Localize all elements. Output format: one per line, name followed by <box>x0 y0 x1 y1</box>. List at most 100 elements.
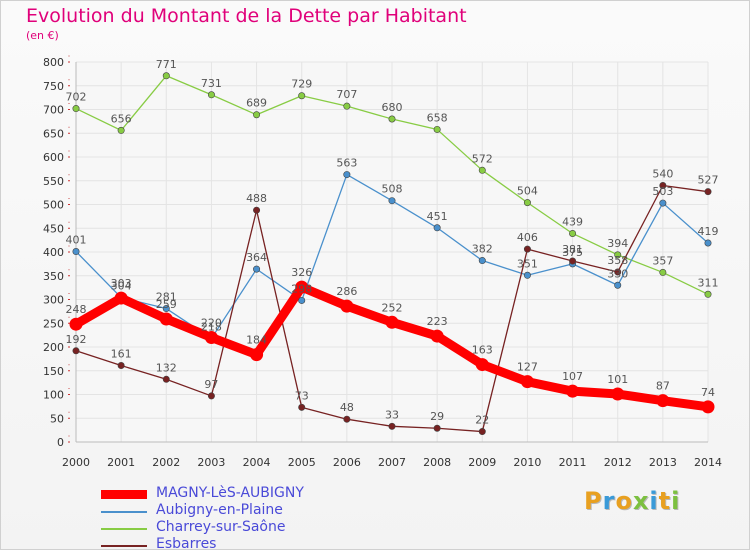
legend-label: MAGNY-LèS-AUBIGNY <box>156 485 304 501</box>
y-tick-label: 200 <box>43 341 64 354</box>
x-tick-label: 2013 <box>649 456 677 469</box>
y-tick-label: 400 <box>43 246 64 259</box>
data-label: 48 <box>340 401 354 414</box>
data-label: 252 <box>382 301 403 314</box>
data-label: 184 <box>246 334 267 347</box>
y-tick-label: 0 <box>57 436 64 449</box>
data-point <box>704 290 712 298</box>
data-point <box>659 199 667 207</box>
x-tick-label: 2010 <box>513 456 541 469</box>
data-point <box>69 317 83 331</box>
data-point <box>343 171 351 179</box>
data-label: 656 <box>111 112 132 125</box>
data-point <box>433 125 441 133</box>
x-tick-label: 2008 <box>423 456 451 469</box>
data-label: 357 <box>652 254 673 267</box>
data-point <box>207 91 215 99</box>
data-point <box>430 329 444 343</box>
data-label: 304 <box>111 280 132 293</box>
x-tick-label: 2009 <box>468 456 496 469</box>
y-tick-label: 350 <box>43 270 64 283</box>
chart-title: Evolution du Montant de la Dette par Hab… <box>26 5 467 27</box>
data-label: 223 <box>427 315 448 328</box>
data-point <box>614 251 622 259</box>
y-tick-label: 750 <box>43 80 64 93</box>
y-tick-label: 450 <box>43 222 64 235</box>
series-markers <box>69 72 715 436</box>
data-point <box>343 415 351 423</box>
data-label: 771 <box>156 58 177 71</box>
data-point <box>114 291 128 305</box>
data-point <box>162 72 170 80</box>
data-label: 503 <box>652 185 673 198</box>
data-label: 87 <box>656 380 670 393</box>
data-label: 731 <box>201 77 222 90</box>
data-point <box>204 331 218 344</box>
data-point <box>388 422 396 430</box>
data-point <box>207 392 215 400</box>
data-label: 33 <box>385 408 399 421</box>
data-label: 326 <box>291 266 312 279</box>
data-point <box>343 102 351 110</box>
data-point <box>72 248 80 256</box>
legend-swatch <box>101 545 147 547</box>
brand-logo-letter: t <box>658 487 672 515</box>
x-tick-label: 2002 <box>152 456 180 469</box>
data-point <box>566 384 580 398</box>
y-tick-label: 650 <box>43 127 64 140</box>
legend-swatch <box>101 528 147 530</box>
data-label: 298 <box>291 282 312 295</box>
data-point <box>117 362 125 370</box>
y-tick-label: 800 <box>43 56 64 69</box>
data-label: 161 <box>111 348 132 361</box>
data-label: 439 <box>562 215 583 228</box>
data-point <box>475 358 489 372</box>
data-label: 248 <box>66 303 87 316</box>
data-point <box>478 257 486 265</box>
data-label: 375 <box>562 246 583 259</box>
data-point <box>611 387 625 401</box>
data-point <box>569 229 577 237</box>
data-point <box>614 281 622 289</box>
data-point <box>253 265 261 273</box>
data-label: 419 <box>698 225 719 238</box>
y-tick-label: 150 <box>43 365 64 378</box>
x-tick-label: 2004 <box>243 456 271 469</box>
data-label: 107 <box>562 370 583 383</box>
data-label: 281 <box>156 291 177 304</box>
brand-logo: Proxiti <box>584 487 680 515</box>
data-point <box>520 375 534 389</box>
data-point <box>433 424 441 432</box>
data-point <box>159 312 173 326</box>
data-label: 163 <box>472 344 493 357</box>
data-label: 381 <box>562 243 583 256</box>
data-label: 192 <box>66 333 87 346</box>
brand-logo-letter: x <box>632 487 650 515</box>
data-point <box>704 188 712 196</box>
legend-swatch <box>101 511 147 513</box>
data-label: 311 <box>698 276 719 289</box>
brand-logo-letter: r <box>602 487 616 515</box>
data-label: 364 <box>246 251 267 264</box>
data-label: 303 <box>111 277 132 290</box>
data-label: 330 <box>607 267 628 280</box>
data-point <box>701 400 715 414</box>
data-label: 132 <box>156 361 177 374</box>
legend-label: Esbarres <box>156 536 217 550</box>
brand-logo-letter: P <box>584 487 603 515</box>
data-point <box>614 268 622 276</box>
data-label: 527 <box>698 174 719 187</box>
data-point <box>295 280 309 294</box>
data-label: 351 <box>517 257 538 270</box>
data-point <box>659 268 667 276</box>
data-point <box>298 296 306 304</box>
data-labels: 702 656 771 731 689 729 707 680 658 572 504 439 394 3… <box>66 58 719 427</box>
data-label: 74 <box>701 386 715 399</box>
x-tick-label: 2006 <box>333 456 361 469</box>
data-point <box>385 315 399 329</box>
data-label: 97 <box>204 378 218 391</box>
data-label: 406 <box>517 231 538 244</box>
data-label: 658 <box>427 111 448 124</box>
data-point <box>388 115 396 123</box>
y-tick-label: 550 <box>43 175 64 188</box>
